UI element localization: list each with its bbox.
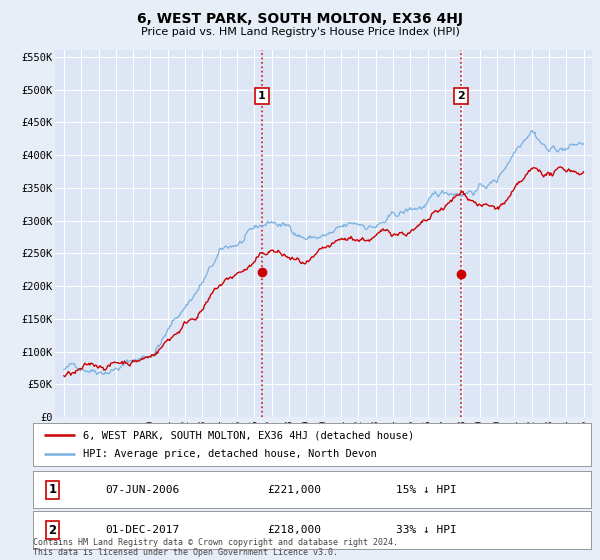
Text: 1: 1 [49,483,56,496]
Text: 2: 2 [457,91,465,101]
Text: £218,000: £218,000 [268,525,322,535]
Text: 01-DEC-2017: 01-DEC-2017 [106,525,180,535]
Text: £221,000: £221,000 [268,485,322,494]
Text: 6, WEST PARK, SOUTH MOLTON, EX36 4HJ: 6, WEST PARK, SOUTH MOLTON, EX36 4HJ [137,12,463,26]
Text: Contains HM Land Registry data © Crown copyright and database right 2024.
This d: Contains HM Land Registry data © Crown c… [33,538,398,557]
Text: 07-JUN-2006: 07-JUN-2006 [106,485,180,494]
Text: 33% ↓ HPI: 33% ↓ HPI [396,525,457,535]
Text: 1: 1 [258,91,266,101]
Text: 6, WEST PARK, SOUTH MOLTON, EX36 4HJ (detached house): 6, WEST PARK, SOUTH MOLTON, EX36 4HJ (de… [83,431,415,440]
Text: Price paid vs. HM Land Registry's House Price Index (HPI): Price paid vs. HM Land Registry's House … [140,27,460,37]
Text: HPI: Average price, detached house, North Devon: HPI: Average price, detached house, Nort… [83,450,377,459]
Text: 2: 2 [49,524,56,536]
Text: 15% ↓ HPI: 15% ↓ HPI [396,485,457,494]
